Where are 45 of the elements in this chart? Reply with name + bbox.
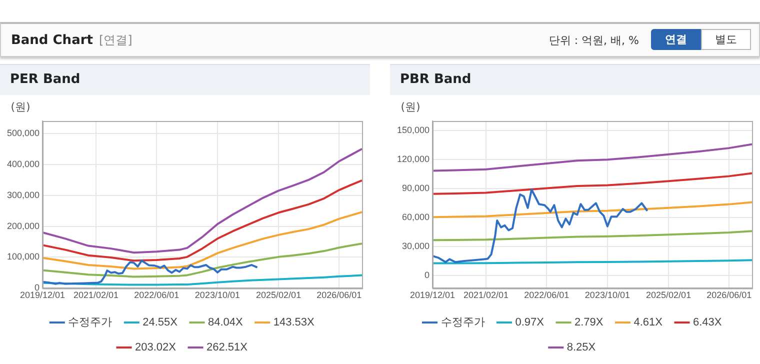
legend-label: 143.53X (273, 316, 316, 329)
legend-label: 0.97X (515, 316, 545, 329)
legend-label: 2.79X (574, 316, 604, 329)
y-tick-label: 300,000 (6, 190, 40, 200)
y-tick-label: 500,000 (6, 128, 40, 138)
y-tick-label: 120,000 (396, 154, 430, 164)
y-tick-label: 150,000 (396, 125, 430, 136)
x-tick-label: 2022/06/01 (524, 290, 570, 300)
y-tick-label: 0 (34, 282, 40, 293)
legend-label: 203.02X (135, 342, 177, 354)
y-tick-label: 30,000 (402, 241, 430, 252)
y-tick-label: 0 (424, 270, 430, 280)
x-tick-label: 2019/12/01 (410, 290, 456, 300)
legend-label: 6.43X (692, 316, 722, 329)
x-tick-label: 2025/02/01 (256, 290, 302, 300)
text: 단위 : 억원, 배, % (548, 33, 639, 48)
y-tick-label: 90,000 (402, 183, 430, 194)
x-tick-label: 2022/06/01 (134, 290, 180, 300)
legend-label: 8.25X (566, 342, 596, 354)
legend-label: 수정주가 (440, 316, 485, 329)
y-axis-title: (원) (10, 100, 30, 114)
x-tick-label: 2021/02/01 (73, 290, 119, 300)
y-tick-label: 400,000 (6, 158, 40, 169)
legend-label: 262.51X (206, 342, 248, 354)
legend-label: 24.55X (142, 316, 178, 329)
text: Band Chart (11, 33, 93, 48)
x-tick-label: 2021/02/01 (463, 290, 509, 300)
x-tick-label: 2019/12/01 (20, 290, 66, 300)
x-tick-label: 2026/06/01 (316, 290, 362, 300)
legend-label: 수정주가 (68, 316, 112, 329)
text: [연결] (98, 33, 132, 47)
y-axis-title: (원) (400, 100, 420, 114)
y-tick-label: 200,000 (6, 220, 40, 231)
x-tick-label: 2026/06/01 (706, 290, 752, 300)
legend-label: 4.61X (634, 316, 664, 329)
x-tick-label: 2023/10/01 (584, 290, 630, 300)
text: 별도 (701, 29, 751, 50)
y-tick-label: 100,000 (6, 252, 40, 262)
text: 연결 (651, 29, 701, 50)
chart-title: PER Band (0, 64, 370, 95)
y-tick-label: 60,000 (402, 212, 430, 222)
legend-label: 84.04X (208, 316, 244, 329)
x-tick-label: 2023/10/01 (194, 290, 240, 300)
x-tick-label: 2025/02/01 (646, 290, 692, 300)
chart-title: PBR Band (390, 64, 760, 95)
